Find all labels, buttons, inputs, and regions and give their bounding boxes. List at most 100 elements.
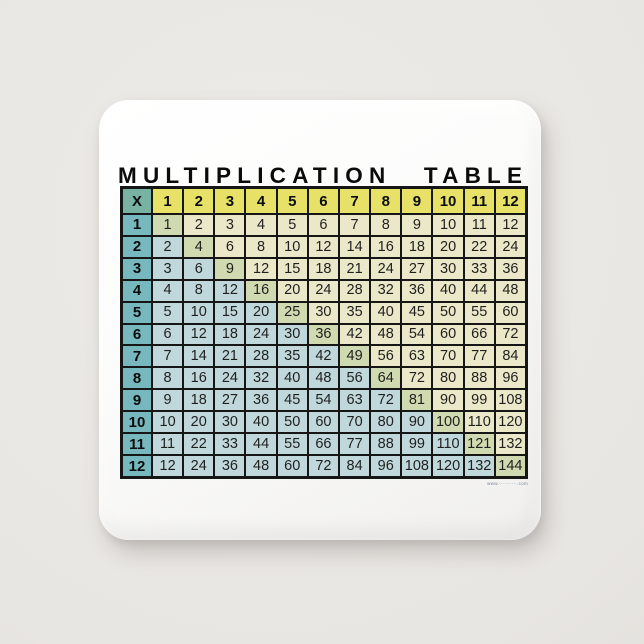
column-header-cell: 4 [246,189,276,213]
product-cell: 28 [339,280,370,301]
product-cell: 8 [184,280,214,301]
product-cell: 60 [495,302,525,323]
product-cell: 45 [277,390,307,411]
product-cell: 50 [433,302,463,323]
product-cell: 100 [433,412,463,433]
product-cell: 35 [339,302,370,323]
product-cell: 120 [495,412,525,433]
product-cell: 24 [371,258,401,279]
product-cell: 12 [153,456,183,476]
product-cell: 6 [215,236,245,257]
product-cell: 80 [433,368,463,389]
product-cell: 30 [277,324,307,345]
product-cell: 120 [433,456,463,476]
product-cell: 5 [277,215,307,235]
product-cell: 54 [308,390,338,411]
product-cell: 64 [371,368,401,389]
product-cell: 32 [371,280,401,301]
product-cell: 24 [246,324,276,345]
product-cell: 40 [371,302,401,323]
product-cell: 11 [153,434,183,455]
product-cell: 144 [495,456,525,476]
column-header-cell: 10 [433,189,463,213]
column-header-cell: 11 [464,189,494,213]
row-header-cell: 6 [123,324,151,345]
product-cell: 77 [464,346,494,367]
column-header-cell: 3 [215,189,245,213]
product-cell: 18 [215,324,245,345]
product-cell: 72 [371,390,401,411]
product-cell: 20 [277,280,307,301]
product-cell: 48 [308,368,338,389]
product-cell: 99 [402,434,432,455]
product-cell: 20 [246,302,276,323]
product-cell: 44 [246,434,276,455]
product-cell: 42 [308,346,338,367]
product-cell: 49 [339,346,370,367]
product-cell: 48 [246,456,276,476]
product-cell: 7 [153,346,183,367]
product-cell: 9 [215,258,245,279]
pin-button: MULTIPLICATION TABLE X 1 2 3 4 5 6 7 8 9 10 11 12 1 1 2… [99,100,541,540]
product-cell: 15 [277,258,307,279]
product-cell: 10 [433,215,463,235]
product-cell: 60 [277,456,307,476]
product-cell: 14 [339,236,370,257]
product-cell: 12 [184,324,214,345]
product-cell: 2 [184,215,214,235]
product-cell: 6 [308,215,338,235]
product-cell: 40 [433,280,463,301]
product-cell: 66 [308,434,338,455]
product-cell: 18 [184,390,214,411]
product-cell: 35 [277,346,307,367]
product-cell: 27 [402,258,432,279]
product-cell: 66 [464,324,494,345]
product-cell: 72 [495,324,525,345]
product-cell: 54 [402,324,432,345]
product-cell: 88 [464,368,494,389]
row-header-cell: 2 [123,236,151,257]
product-cell: 16 [371,236,401,257]
product-cell: 11 [464,215,494,235]
page-title: MULTIPLICATION TABLE [118,163,529,188]
corner-cell: X [123,189,151,213]
product-cell: 22 [464,236,494,257]
product-cell: 70 [433,346,463,367]
product-cell: 45 [402,302,432,323]
product-cell: 33 [464,258,494,279]
column-header-cell: 9 [402,189,432,213]
product-cell: 88 [371,434,401,455]
product-cell: 24 [184,456,214,476]
product-cell: 28 [246,346,276,367]
product-cell: 4 [184,236,214,257]
product-cell: 84 [495,346,525,367]
product-cell: 55 [464,302,494,323]
product-cell: 40 [246,412,276,433]
product-cell: 99 [464,390,494,411]
product-cell: 72 [308,456,338,476]
product-cell: 48 [495,280,525,301]
product-cell: 121 [464,434,494,455]
product-cell: 8 [371,215,401,235]
product-cell: 24 [215,368,245,389]
product-cell: 110 [464,412,494,433]
product-cell: 132 [464,456,494,476]
product-cell: 15 [215,302,245,323]
row-header-cell: 4 [123,280,151,301]
row-header-cell: 7 [123,346,151,367]
product-cell: 7 [339,215,370,235]
product-cell: 5 [153,302,183,323]
row-header-cell: 3 [123,258,151,279]
product-cell: 33 [215,434,245,455]
product-cell: 55 [277,434,307,455]
column-header-cell: 5 [277,189,307,213]
product-cell: 56 [339,368,370,389]
product-cell: 132 [495,434,525,455]
product-cell: 16 [184,368,214,389]
product-cell: 90 [433,390,463,411]
product-cell: 48 [371,324,401,345]
product-cell: 36 [246,390,276,411]
product-cell: 30 [215,412,245,433]
product-cell: 4 [246,215,276,235]
